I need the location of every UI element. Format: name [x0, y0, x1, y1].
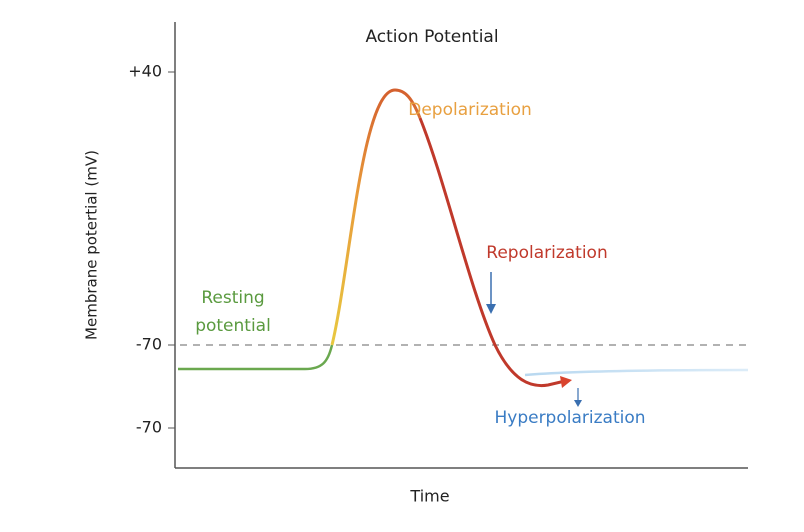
repolarization-label: Repolarization: [486, 243, 607, 263]
y-tick-label: +40: [128, 62, 162, 81]
hyperpolarization-curve: [524, 368, 749, 377]
x-axis-label: Time: [409, 487, 449, 506]
y-tick-label: -70: [136, 418, 162, 437]
resting-curve: [178, 344, 334, 371]
depolarization-curve: [330, 88, 422, 346]
curve-arrowhead: [560, 376, 572, 388]
depolarization-label: Depolarization: [408, 100, 532, 120]
resting-label: Resting: [201, 288, 264, 308]
y-axis-label: Membrane potertial (mV): [83, 150, 101, 340]
hyperpolarization-label: Hyperpolarization: [494, 408, 645, 428]
arrowhead: [574, 400, 582, 407]
arrowhead: [486, 304, 496, 314]
repolarization-curve: [418, 117, 566, 388]
title: Action Potential: [365, 27, 498, 47]
y-tick-label: -70: [136, 335, 162, 354]
resting-label: potential: [195, 316, 271, 336]
